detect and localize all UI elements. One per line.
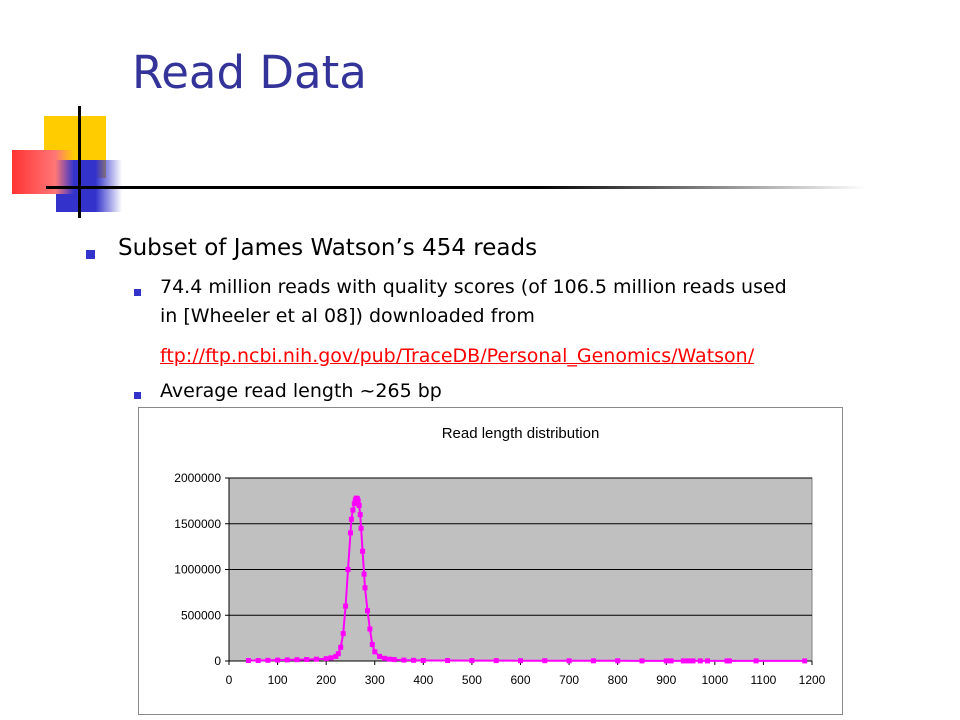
decor-vertical-line bbox=[78, 106, 81, 218]
x-tick-label: 1200 bbox=[799, 673, 826, 687]
bullet-text-watson-reads: Subset of James Watson’s 454 reads bbox=[118, 235, 538, 261]
sub-bullet-text-quality-line1: 74.4 million reads with quality scores (… bbox=[160, 276, 787, 298]
ftp-link[interactable]: ftp://ftp.ncbi.nih.gov/pub/TraceDB/Perso… bbox=[160, 345, 755, 367]
data-point bbox=[361, 571, 367, 577]
data-point bbox=[360, 548, 366, 554]
y-tick-label: 1500000 bbox=[174, 517, 221, 531]
y-tick-label: 500000 bbox=[181, 608, 221, 622]
bullet-square-icon bbox=[86, 250, 95, 259]
data-point bbox=[335, 651, 341, 657]
data-point bbox=[245, 658, 251, 663]
x-tick-label: 700 bbox=[559, 673, 579, 687]
data-point bbox=[377, 653, 383, 659]
data-point bbox=[265, 657, 271, 663]
data-point bbox=[323, 656, 329, 662]
data-point bbox=[668, 658, 674, 664]
x-tick-label: 300 bbox=[365, 673, 385, 687]
data-point bbox=[255, 658, 261, 663]
sub-bullet-text-quality-line2: in [Wheeler et al 08]) downloaded from bbox=[160, 305, 535, 327]
data-point bbox=[401, 657, 407, 663]
data-point bbox=[358, 525, 364, 531]
data-point bbox=[382, 655, 387, 661]
x-tick-label: 800 bbox=[608, 673, 628, 687]
data-point bbox=[355, 498, 361, 504]
sub-bullet-text-read-length: Average read length ~265 bp bbox=[160, 380, 442, 402]
data-point bbox=[445, 658, 451, 663]
slide-title: Read Data bbox=[132, 46, 367, 99]
data-point bbox=[328, 655, 334, 661]
data-point bbox=[518, 658, 523, 664]
data-point bbox=[343, 603, 349, 609]
data-point bbox=[284, 657, 290, 663]
data-point bbox=[493, 658, 499, 664]
x-tick-label: 600 bbox=[510, 673, 530, 687]
data-point bbox=[275, 657, 281, 663]
data-point bbox=[356, 503, 362, 508]
data-point bbox=[615, 658, 621, 664]
data-point bbox=[294, 657, 300, 663]
x-tick-label: 1000 bbox=[701, 673, 728, 687]
data-point bbox=[304, 657, 310, 662]
chart-title: Read length distribution bbox=[442, 425, 600, 442]
data-point bbox=[566, 658, 572, 664]
x-tick-label: 1100 bbox=[751, 673, 777, 687]
data-point bbox=[386, 656, 392, 662]
read-length-chart: Read length distribution 0 500000 1000000 1… bbox=[174, 425, 826, 687]
data-point bbox=[362, 585, 368, 591]
data-point bbox=[685, 658, 691, 664]
x-tick-label: 500 bbox=[462, 673, 482, 687]
data-point bbox=[420, 658, 426, 663]
data-point bbox=[753, 658, 759, 664]
data-point bbox=[351, 501, 357, 507]
x-tick-label: 400 bbox=[413, 673, 433, 687]
x-tick-label: 200 bbox=[316, 673, 336, 687]
data-point bbox=[663, 658, 669, 664]
data-point bbox=[367, 626, 373, 632]
data-point bbox=[391, 657, 397, 663]
data-point bbox=[357, 512, 363, 518]
data-point bbox=[348, 530, 353, 536]
sub-bullet-square-icon bbox=[134, 289, 141, 296]
data-point bbox=[333, 653, 339, 659]
data-point bbox=[542, 658, 548, 664]
y-tick-label: 1000000 bbox=[174, 563, 221, 577]
data-point bbox=[348, 516, 354, 522]
data-point bbox=[338, 644, 344, 650]
data-point bbox=[345, 567, 351, 572]
data-point bbox=[411, 657, 417, 663]
decor-horizontal-line bbox=[46, 186, 866, 189]
data-point bbox=[350, 507, 356, 513]
data-point bbox=[469, 658, 475, 664]
x-tick-label: 0 bbox=[226, 673, 233, 687]
data-point bbox=[697, 658, 703, 664]
data-point bbox=[372, 649, 378, 655]
data-point bbox=[726, 658, 732, 664]
data-point bbox=[369, 642, 375, 647]
data-point bbox=[639, 658, 645, 664]
data-point bbox=[690, 658, 696, 664]
data-point bbox=[680, 658, 686, 664]
y-tick-label: 2000000 bbox=[174, 471, 221, 485]
x-tick-label: 900 bbox=[656, 673, 676, 687]
chart-frame: Read length distribution 0 500000 1000000 1… bbox=[138, 407, 843, 715]
data-point bbox=[365, 608, 370, 614]
y-tick-label: 0 bbox=[214, 654, 221, 668]
data-point bbox=[590, 658, 596, 664]
data-point bbox=[802, 658, 808, 664]
x-tick-label: 100 bbox=[268, 673, 288, 687]
data-point bbox=[340, 631, 346, 637]
sub-bullet-square-icon bbox=[134, 392, 141, 399]
data-point bbox=[313, 656, 319, 662]
data-point bbox=[705, 658, 710, 664]
